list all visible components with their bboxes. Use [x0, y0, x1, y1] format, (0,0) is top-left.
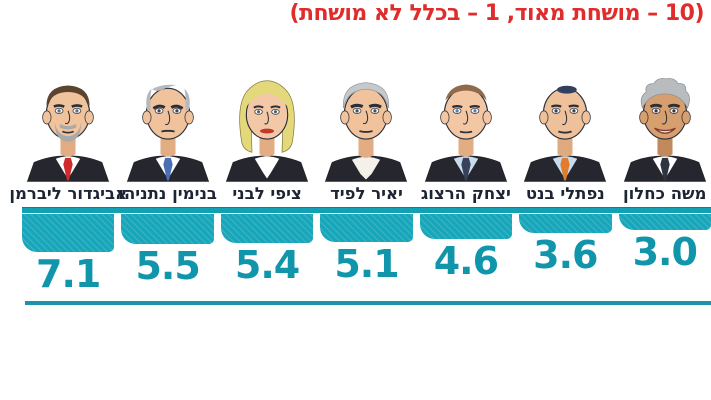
bar-cell-livni: 5.4	[220, 214, 314, 287]
bar	[220, 214, 314, 243]
neck	[458, 138, 474, 157]
curly-hair	[640, 78, 690, 110]
person-name: יאיר לפיד	[330, 184, 403, 203]
value-label: 5.1	[334, 242, 399, 286]
person-name: אביגדור ליברמן	[9, 184, 128, 203]
person-column-lieberman: אביגדור ליברמן	[9, 64, 127, 206]
kippah	[557, 85, 578, 94]
bar-cell-herzog: 4.6	[419, 214, 513, 283]
hair	[343, 82, 390, 109]
smile	[653, 127, 676, 134]
bar-cell-lieberman: 7.1	[22, 214, 115, 296]
bar-cell-bennett: 3.6	[519, 214, 612, 277]
head	[443, 87, 489, 140]
tie	[660, 157, 670, 181]
portrait-naftali-bennett	[524, 85, 607, 182]
portrait-yitzhak-herzog	[424, 84, 507, 182]
portrait-avigdor-lieberman	[27, 85, 110, 182]
portrait-benjamin-netanyahu	[126, 84, 209, 182]
person-name: משה כחלון	[622, 184, 707, 203]
tie	[162, 157, 173, 181]
tie	[560, 157, 571, 181]
person-column-bennett: נפתלי בנט	[519, 64, 611, 206]
value-label: 4.6	[433, 239, 499, 283]
portrait-yair-lapid	[325, 82, 408, 182]
value-label: 7.1	[36, 252, 101, 296]
person-column-kahlon: משה כחלון	[619, 64, 711, 206]
lips	[260, 128, 275, 134]
person-column-livni: ציפי לבני	[221, 64, 313, 206]
chart-header-strip	[22, 207, 711, 213]
chart-scale-title: (10 – מושחת מאוד, 1 – בכלל לא מושחת)	[289, 1, 704, 26]
hair-side-left	[145, 88, 152, 111]
goatee	[55, 122, 82, 142]
person-name: ציפי לבני	[232, 184, 302, 203]
person-name: יצחק הרצוג	[420, 184, 511, 203]
person-column-herzog: יצחק הרצוג	[420, 64, 512, 206]
open-shirt	[352, 156, 381, 180]
baseline-rule	[25, 301, 711, 305]
hair-fringe	[247, 86, 287, 107]
person-column-netanyahu: בנימין נתניהו	[118, 64, 217, 206]
bar-cell-kahlon: 3.0	[618, 214, 711, 274]
hair-side-right	[184, 88, 190, 111]
portrait-tzipi-livni	[225, 80, 309, 182]
value-label: 5.5	[135, 244, 200, 288]
bar	[519, 214, 612, 233]
portrait-moshe-kahlon	[623, 78, 706, 182]
person-name: נפתלי בנט	[525, 184, 605, 203]
bar-cell-netanyahu: 5.5	[121, 214, 214, 288]
value-label: 3.0	[632, 230, 698, 274]
bald-head	[543, 87, 588, 140]
people-columns: אביגדור ליברמן	[9, 64, 711, 206]
neck	[60, 138, 76, 157]
hair	[46, 85, 90, 107]
mustache	[59, 124, 77, 130]
tie	[63, 157, 73, 181]
neck	[557, 138, 573, 157]
bar	[121, 214, 214, 244]
neck	[358, 138, 375, 158]
tie	[461, 157, 471, 181]
neck	[259, 138, 275, 157]
bar-cell-lapid: 5.1	[320, 214, 413, 286]
bar	[618, 214, 711, 230]
bar	[419, 214, 513, 239]
value-label: 5.4	[234, 243, 300, 287]
person-name: בנימין נתניהו	[118, 184, 217, 203]
neck	[657, 138, 673, 157]
hair-top	[151, 84, 177, 91]
value-label: 3.6	[533, 233, 598, 277]
blouse	[254, 156, 280, 179]
neck	[160, 138, 176, 157]
person-column-lapid: יאיר לפיד	[320, 64, 412, 206]
hair	[445, 84, 487, 101]
bar	[320, 214, 413, 242]
bars-row: 7.1 5.5 5.4 5.1 4.6 3.6 3.0	[22, 214, 711, 293]
bar	[22, 214, 115, 252]
